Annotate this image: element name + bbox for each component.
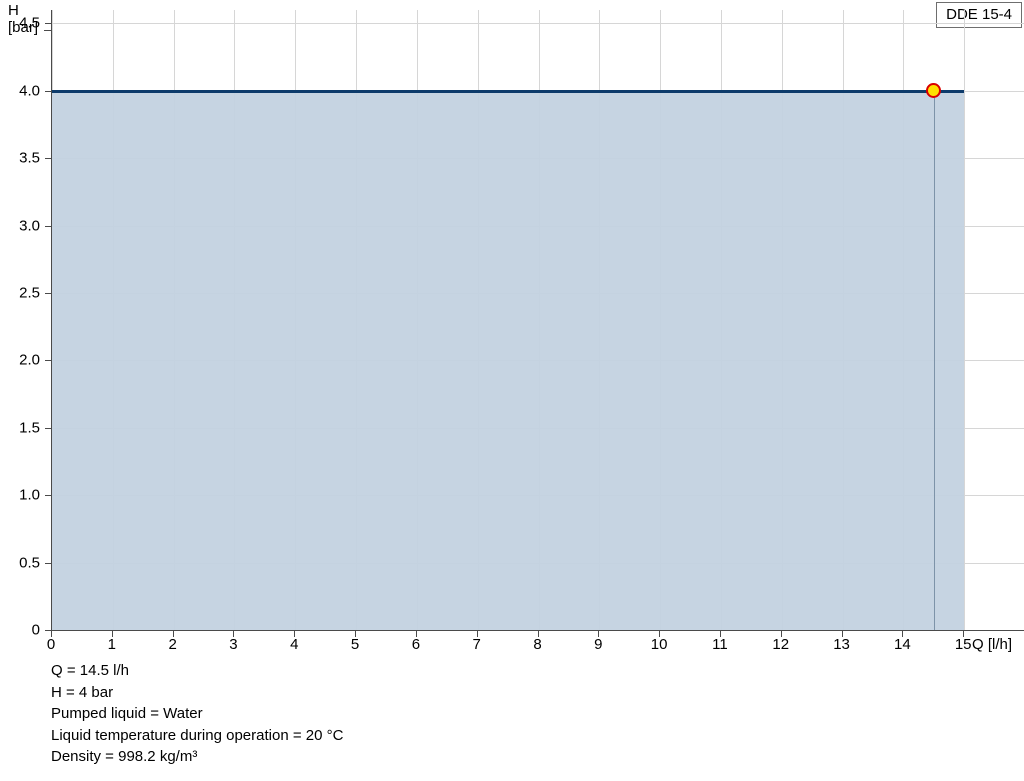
- x-axis-tick-mark: [780, 631, 782, 637]
- y-axis-tick-label: 4.5: [19, 14, 40, 32]
- x-axis-tick-mark: [51, 631, 52, 637]
- x-axis-tick-mark: [172, 631, 174, 637]
- x-axis-tick-label: 9: [594, 636, 603, 653]
- x-axis-tick-label: 1: [107, 636, 116, 653]
- x-axis-tick-mark: [415, 631, 417, 637]
- y-axis-tick-label: 0.5: [19, 554, 40, 572]
- x-axis-tick-label: 5: [350, 636, 360, 653]
- y-axis-tick-mark: [45, 23, 51, 25]
- y-axis-tick-mark: [45, 225, 51, 227]
- x-axis-tick-label: 8: [533, 636, 542, 653]
- performance-curve: [52, 89, 965, 93]
- y-axis-tick-mark: [45, 495, 51, 497]
- y-axis-tick-mark: [45, 293, 51, 295]
- y-axis-tick-label: 0: [31, 621, 40, 639]
- x-axis-tick-label: 10: [650, 636, 668, 653]
- x-axis-tick-mark: [294, 631, 296, 637]
- y-axis-tick-label: 1.5: [19, 419, 40, 437]
- note-pumped-liquid: Pumped liquid = Water: [51, 705, 203, 722]
- y-axis-tick-label: 4.0: [19, 82, 40, 100]
- y-axis-tick-mark: [45, 158, 51, 160]
- y-axis-tick-label: 2.0: [19, 351, 40, 369]
- duty-point-drop-line: [933, 90, 935, 630]
- x-axis-tick-label: 13: [833, 636, 850, 653]
- y-axis-title-unit: [bar]: [8, 19, 39, 36]
- y-axis-tick-mark: [45, 360, 51, 362]
- gridline-vertical: [964, 10, 966, 630]
- x-axis-line: [51, 630, 1024, 631]
- x-axis-tick-label: 7: [472, 636, 481, 653]
- y-axis-tick-mark: [45, 427, 51, 429]
- plot-area: [51, 10, 1024, 631]
- x-axis-tick-label: 6: [411, 636, 421, 653]
- y-axis-cap: [44, 30, 52, 31]
- x-axis-tick-label: 3: [229, 636, 238, 653]
- y-axis-tick-label: 3.0: [19, 217, 40, 235]
- y-axis-title-symbol: H: [8, 2, 19, 19]
- x-axis-tick-mark: [598, 631, 600, 637]
- y-axis-tick-mark: [45, 90, 51, 92]
- y-axis-tick-mark: [45, 562, 51, 564]
- y-axis-tick-label: 3.5: [19, 149, 40, 167]
- note-flow: Q = 14.5 l/h: [51, 662, 129, 679]
- note-liquid-temperature: Liquid temperature during operation = 20…: [51, 726, 344, 744]
- operating-conditions-notes: Q = 14.5 l/h H = 4 bar Pumped liquid = W…: [51, 660, 343, 768]
- duty-point-marker[interactable]: [926, 83, 942, 99]
- y-axis-tick-mark: [45, 630, 51, 631]
- x-axis-tick-label: 11: [712, 636, 728, 653]
- y-axis-title: H [bar]: [8, 2, 38, 36]
- x-axis-tick-label: 12: [772, 636, 790, 653]
- y-axis-tick-label: 1.0: [19, 486, 40, 504]
- x-axis-tick-mark: [841, 631, 843, 637]
- gridline-horizontal: [52, 23, 1024, 25]
- x-axis-tick-mark: [476, 631, 478, 637]
- x-axis-tick-mark: [719, 631, 721, 637]
- x-axis-tick-mark: [659, 631, 661, 637]
- x-axis-tick-label: 14: [894, 636, 911, 653]
- curve-fill-region: [52, 90, 965, 630]
- x-axis-tick-mark: [902, 631, 904, 637]
- note-density: Density = 998.2 kg/m³: [51, 748, 198, 765]
- x-axis-tick-mark: [111, 631, 113, 637]
- x-axis-tick-label: 4: [290, 636, 299, 653]
- x-axis-tick-label: 15: [954, 636, 972, 653]
- x-axis-title: Q [l/h]: [972, 636, 1013, 653]
- note-head: H = 4 bar: [51, 683, 114, 701]
- x-axis-tick-mark: [537, 631, 539, 637]
- y-axis-tick-label: 2.5: [19, 284, 40, 302]
- x-axis-tick-mark: [963, 631, 965, 637]
- x-axis-tick-label: 0: [46, 636, 56, 653]
- x-axis-tick-mark: [233, 631, 235, 637]
- x-axis-tick-mark: [355, 631, 357, 637]
- x-axis-tick-label: 2: [168, 636, 177, 653]
